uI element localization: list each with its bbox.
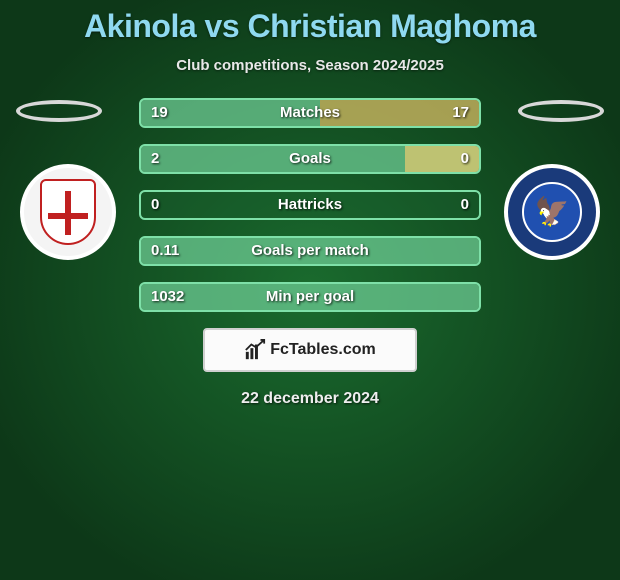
page-title: Akinola vs Christian Maghoma	[0, 0, 620, 45]
comparison-infographic: Akinola vs Christian Maghoma Club compet…	[0, 0, 620, 580]
badge-ring-left	[20, 164, 116, 260]
stat-label: Goals	[141, 146, 479, 172]
stat-row: 2Goals0	[139, 144, 481, 174]
stat-row: 0Hattricks0	[139, 190, 481, 220]
badge-ring-right	[504, 164, 600, 260]
right-value: 0	[461, 192, 469, 218]
date-label: 22 december 2024	[0, 390, 620, 408]
aldershot-town-badge	[504, 164, 600, 260]
stat-label: Min per goal	[141, 284, 479, 310]
right-ellipse-decoration	[518, 100, 604, 122]
brand-box: FcTables.com	[203, 328, 417, 372]
stat-label: Hattricks	[141, 192, 479, 218]
eagle-icon	[522, 182, 582, 242]
stat-row: 1032Min per goal	[139, 282, 481, 312]
left-ellipse-decoration	[16, 100, 102, 122]
chart-icon	[244, 339, 266, 361]
woking-badge	[20, 164, 116, 260]
shield-icon	[40, 179, 96, 245]
right-value: 17	[452, 100, 469, 126]
content-area: 19Matches172Goals00Hattricks00.11Goals p…	[0, 98, 620, 408]
stat-bars: 19Matches172Goals00Hattricks00.11Goals p…	[139, 98, 481, 312]
stat-row: 19Matches17	[139, 98, 481, 128]
subtitle: Club competitions, Season 2024/2025	[0, 57, 620, 74]
stat-label: Matches	[141, 100, 479, 126]
stat-row: 0.11Goals per match	[139, 236, 481, 266]
brand-text: FcTables.com	[270, 341, 376, 359]
right-value: 0	[461, 146, 469, 172]
stat-label: Goals per match	[141, 238, 479, 264]
